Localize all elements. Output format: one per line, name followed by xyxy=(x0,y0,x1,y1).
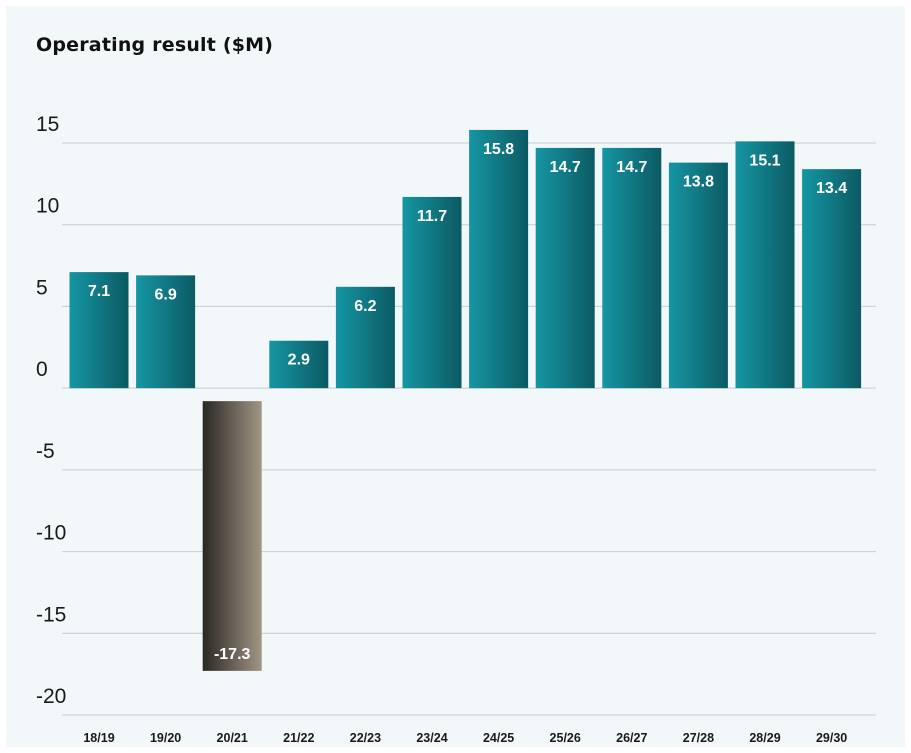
bar-value-label: -17.3 xyxy=(214,646,251,663)
y-tick-label: 5 xyxy=(36,276,48,299)
bar-value-label: 15.8 xyxy=(483,141,514,158)
bar-value-label: 11.7 xyxy=(417,208,447,225)
x-tick-label: 23/24 xyxy=(416,731,447,745)
bar xyxy=(802,169,862,389)
bar-value-labels: 7.1 6.9 -17.3 2.9 6.2 11.7 15.8 14.7 14.7 13.8 15.… xyxy=(88,141,847,663)
x-tick-label: 25/26 xyxy=(550,731,581,745)
y-tick-label: 10 xyxy=(36,195,59,218)
bar-value-label: 14.7 xyxy=(616,159,647,176)
x-tick-label: 29/30 xyxy=(816,731,847,745)
x-tick-label: 26/27 xyxy=(616,731,647,745)
y-tick-label: -10 xyxy=(36,522,66,545)
bar xyxy=(668,162,728,389)
y-tick-label: 15 xyxy=(36,113,59,136)
x-tick-label: 28/29 xyxy=(749,731,780,745)
bar-value-label: 13.8 xyxy=(683,174,714,191)
bar-value-label: 6.2 xyxy=(354,298,376,315)
bar xyxy=(269,340,329,389)
bar xyxy=(535,147,595,389)
bar-value-label: 7.1 xyxy=(88,283,110,300)
bar-value-label: 13.4 xyxy=(816,180,847,197)
bar xyxy=(69,272,129,389)
x-axis-tick-labels: 18/19 19/20 20/21 21/22 22/23 23/24 24/25 25/26… xyxy=(83,731,847,745)
x-tick-label: 20/21 xyxy=(217,731,248,745)
bar xyxy=(402,196,462,389)
x-tick-label: 19/20 xyxy=(150,731,181,745)
y-tick-label: -5 xyxy=(36,440,55,463)
bar xyxy=(335,286,395,389)
bars xyxy=(69,129,862,671)
x-tick-label: 27/28 xyxy=(683,731,714,745)
x-tick-label: 21/22 xyxy=(283,731,314,745)
x-tick-label: 24/25 xyxy=(483,731,514,745)
y-tick-label: 0 xyxy=(36,358,48,381)
bar-value-label: 15.1 xyxy=(749,152,780,169)
x-tick-label: 22/23 xyxy=(350,731,381,745)
bar xyxy=(602,147,662,389)
bar xyxy=(735,141,795,389)
bar xyxy=(202,401,262,671)
y-axis-tick-labels: 15 10 5 0 -5 -10 -15 -20 xyxy=(36,113,66,708)
bar-value-label: 6.9 xyxy=(154,286,176,303)
bar xyxy=(136,275,196,389)
chart-title: Operating result ($M) xyxy=(36,34,274,56)
x-tick-label: 18/19 xyxy=(83,731,114,745)
y-tick-label: -20 xyxy=(36,685,66,708)
bar-value-label: 14.7 xyxy=(550,159,581,176)
bar-value-label: 2.9 xyxy=(288,352,310,369)
y-tick-label: -15 xyxy=(36,603,66,626)
bar xyxy=(469,129,529,389)
